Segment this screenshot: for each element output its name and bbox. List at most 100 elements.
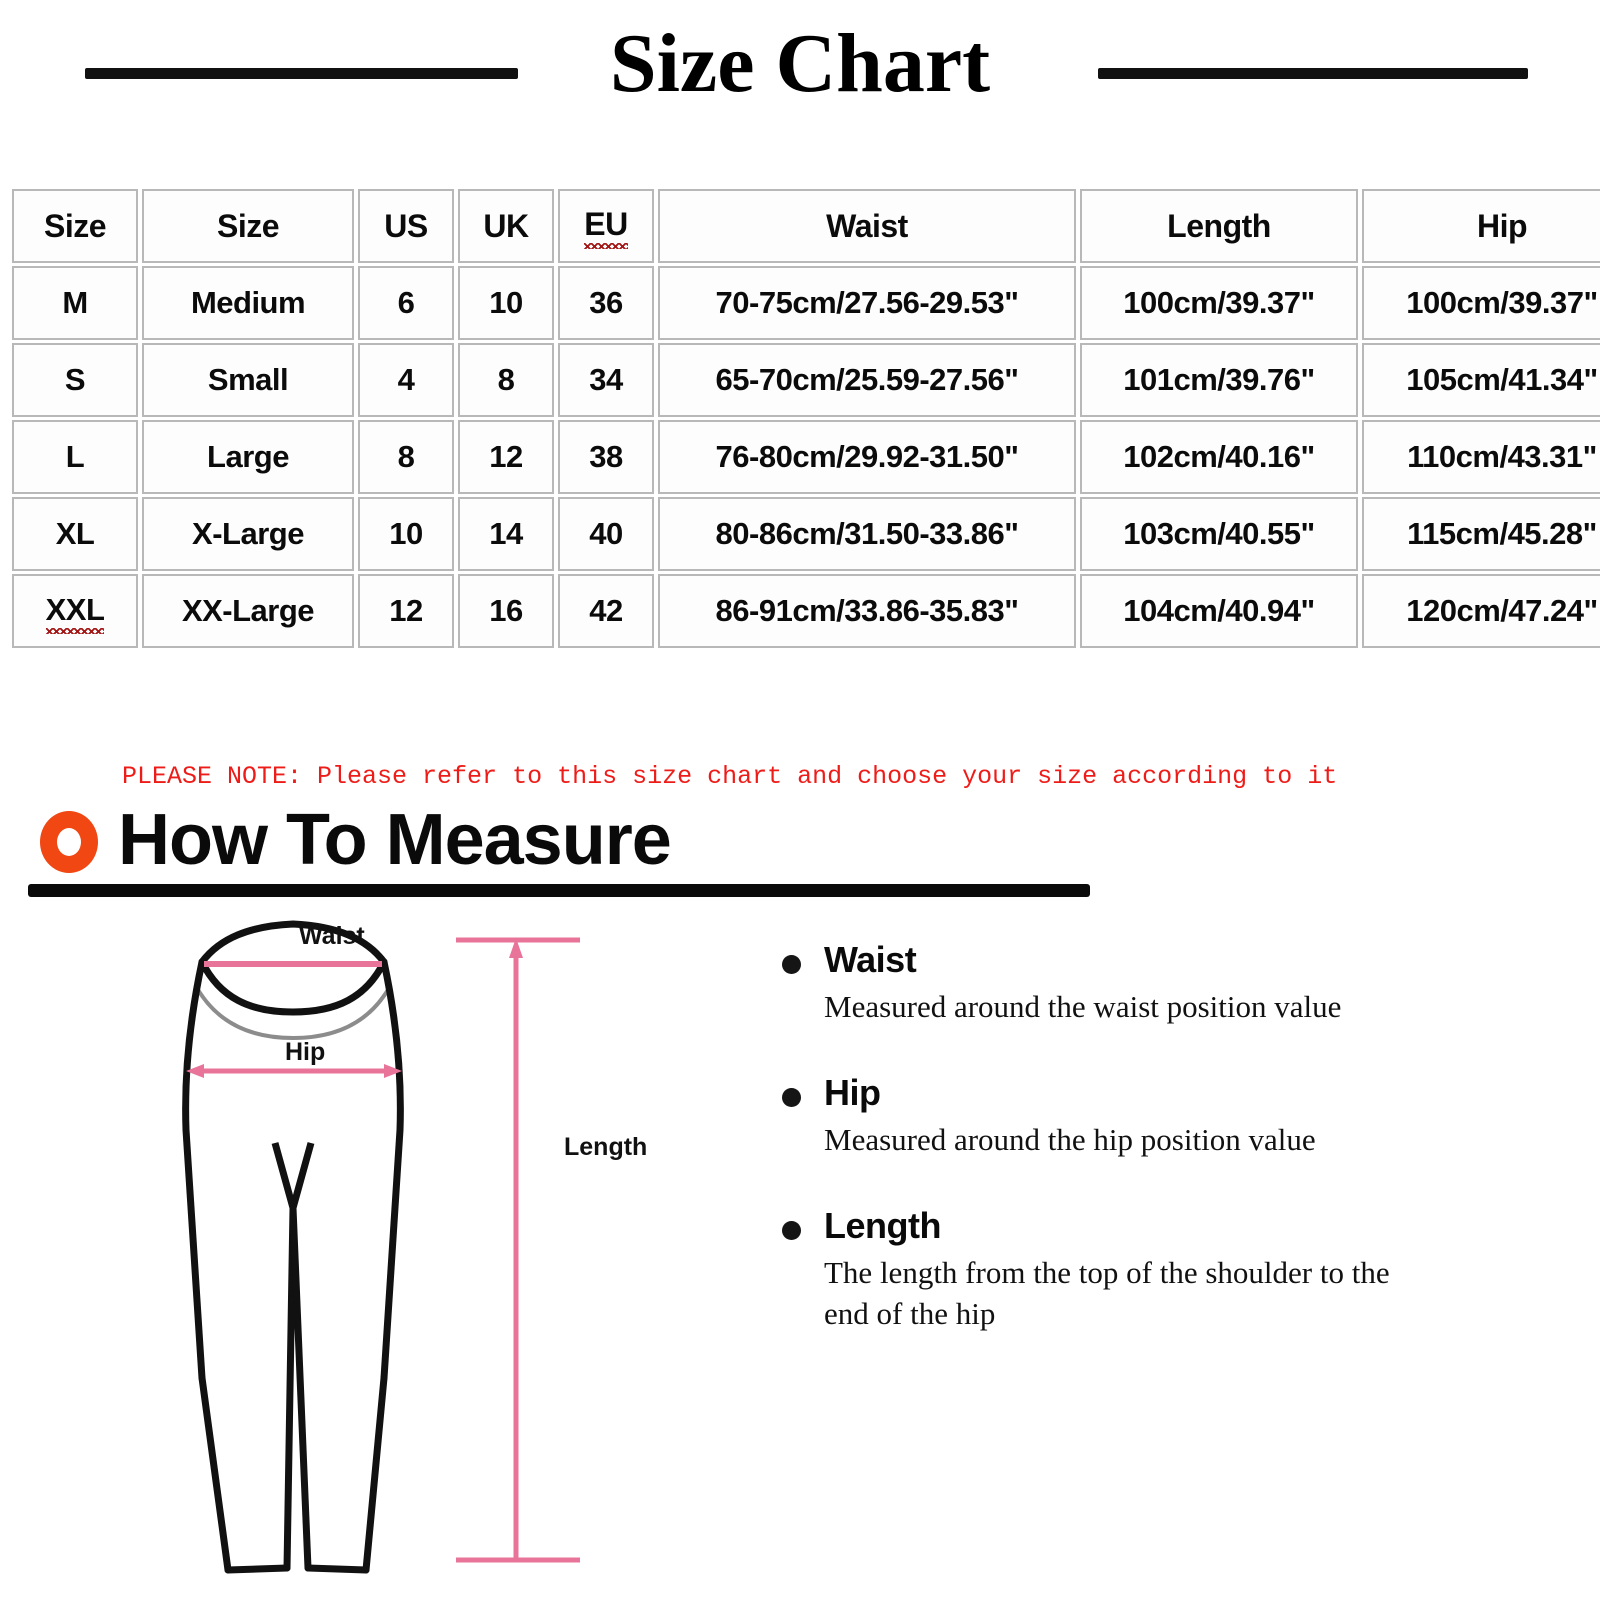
cell-eu: 40 xyxy=(558,497,654,571)
size-chart-table: Size Size US UK EU Waist Length Hip M Me… xyxy=(8,186,1600,651)
cell-waist: 76-80cm/29.92-31.50" xyxy=(658,420,1076,494)
cell-length: 101cm/39.76" xyxy=(1080,343,1358,417)
cell-size-short-text: XXL xyxy=(45,592,105,634)
cell-hip: 120cm/47.24" xyxy=(1362,574,1600,648)
waistband-seam xyxy=(195,986,391,1041)
cell-size-long: Small xyxy=(142,343,354,417)
cell-size-short: L xyxy=(12,420,138,494)
waistband-top-arc xyxy=(198,920,388,966)
title-rule-left xyxy=(85,68,518,79)
measure-desc-length: The length from the top of the shoulder … xyxy=(824,1255,1390,1331)
table-header: Size Size US UK EU Waist Length Hip xyxy=(12,189,1600,263)
table-body: M Medium 6 10 36 70-75cm/27.56-29.53" 10… xyxy=(12,266,1600,648)
cell-uk: 12 xyxy=(458,420,554,494)
cell-size-short: S xyxy=(12,343,138,417)
header-size-long: Size xyxy=(142,189,354,263)
inner-right-leg xyxy=(289,1204,312,1572)
page-title: Size Chart xyxy=(609,17,991,110)
waistband-bottom-arc xyxy=(198,958,388,1016)
cell-waist: 65-70cm/25.59-27.56" xyxy=(658,343,1076,417)
right-hem xyxy=(304,1564,370,1574)
cell-hip: 100cm/39.37" xyxy=(1362,266,1600,340)
header-size-short: Size xyxy=(12,189,138,263)
diagram-label-hip: Hip xyxy=(285,1038,326,1066)
measure-list: Waist Measured around the waist position… xyxy=(782,938,1482,1378)
table-row: L Large 8 12 38 76-80cm/29.92-31.50" 102… xyxy=(12,420,1600,494)
left-side-seam xyxy=(182,958,206,1382)
ring-icon xyxy=(40,811,98,873)
measure-desc-hip: Measured around the hip position value xyxy=(824,1122,1316,1157)
length-arrow-top xyxy=(509,938,523,958)
cell-waist: 70-75cm/27.56-29.53" xyxy=(658,266,1076,340)
right-side-seam xyxy=(380,958,404,1382)
bullet-icon xyxy=(782,955,801,974)
measure-title-hip: Hip xyxy=(824,1072,881,1113)
cell-size-short: XXL xyxy=(12,574,138,648)
cell-length: 102cm/40.16" xyxy=(1080,420,1358,494)
pants-illustration-svg xyxy=(182,920,580,1574)
diagram-label-waist: Waist xyxy=(299,922,365,950)
bullet-icon xyxy=(782,1088,801,1107)
cell-hip: 115cm/45.28" xyxy=(1362,497,1600,571)
cell-length: 104cm/40.94" xyxy=(1080,574,1358,648)
cell-size-long: XX-Large xyxy=(142,574,354,648)
crotch-notch xyxy=(271,1142,315,1212)
cell-eu: 42 xyxy=(558,574,654,648)
table-row: XL X-Large 10 14 40 80-86cm/31.50-33.86"… xyxy=(12,497,1600,571)
cell-uk: 8 xyxy=(458,343,554,417)
diagram-label-length: Length xyxy=(564,1133,648,1161)
measure-item-hip: Hip Measured around the hip position val… xyxy=(782,1071,1482,1160)
cell-length: 100cm/39.37" xyxy=(1080,266,1358,340)
cell-us: 4 xyxy=(358,343,454,417)
measure-item-waist: Waist Measured around the waist position… xyxy=(782,938,1482,1027)
table-row: XXL XX-Large 12 16 42 86-91cm/33.86-35.8… xyxy=(12,574,1600,648)
title-band: Size Chart xyxy=(0,12,1600,122)
header-length: Length xyxy=(1080,189,1358,263)
header-us: US xyxy=(358,189,454,263)
how-to-measure-rule xyxy=(28,884,1090,897)
header-waist: Waist xyxy=(658,189,1076,263)
measure-title-length: Length xyxy=(824,1205,941,1246)
cell-eu: 34 xyxy=(558,343,654,417)
cell-uk: 16 xyxy=(458,574,554,648)
cell-us: 12 xyxy=(358,574,454,648)
table-row: S Small 4 8 34 65-70cm/25.59-27.56" 101c… xyxy=(12,343,1600,417)
cell-size-long: Medium xyxy=(142,266,354,340)
cell-waist: 80-86cm/31.50-33.86" xyxy=(658,497,1076,571)
header-eu: EU xyxy=(558,189,654,263)
table-row: M Medium 6 10 36 70-75cm/27.56-29.53" 10… xyxy=(12,266,1600,340)
cell-size-short: XL xyxy=(12,497,138,571)
hip-arrow-right xyxy=(384,1064,402,1078)
cell-size-long: Large xyxy=(142,420,354,494)
cell-us: 6 xyxy=(358,266,454,340)
cell-hip: 110cm/43.31" xyxy=(1362,420,1600,494)
please-note-text: PLEASE NOTE: Please refer to this size c… xyxy=(122,762,1338,791)
cell-uk: 10 xyxy=(458,266,554,340)
cell-us: 10 xyxy=(358,497,454,571)
pants-diagram: Waist Hip Length xyxy=(180,908,650,1598)
cell-size-short: M xyxy=(12,266,138,340)
outer-right-leg xyxy=(362,1374,388,1574)
cell-waist: 86-91cm/33.86-35.83" xyxy=(658,574,1076,648)
cell-length: 103cm/40.55" xyxy=(1080,497,1358,571)
bullet-icon xyxy=(782,1221,801,1240)
left-hem xyxy=(224,1564,291,1574)
header-hip: Hip xyxy=(1362,189,1600,263)
cell-eu: 38 xyxy=(558,420,654,494)
cell-hip: 105cm/41.34" xyxy=(1362,343,1600,417)
measure-desc-waist: Measured around the waist position value xyxy=(824,989,1342,1024)
measure-item-length: Length The length from the top of the sh… xyxy=(782,1204,1482,1334)
cell-size-long: X-Large xyxy=(142,497,354,571)
cell-eu: 36 xyxy=(558,266,654,340)
cell-us: 8 xyxy=(358,420,454,494)
table-header-row: Size Size US UK EU Waist Length Hip xyxy=(12,189,1600,263)
header-uk: UK xyxy=(458,189,554,263)
header-eu-text: EU xyxy=(584,206,628,249)
hip-arrow-left xyxy=(186,1064,204,1078)
title-rule-right xyxy=(1098,68,1528,79)
how-to-measure-heading: How To Measure xyxy=(118,800,672,880)
measure-title-waist: Waist xyxy=(824,939,917,980)
outer-left-leg xyxy=(198,1374,232,1574)
cell-uk: 14 xyxy=(458,497,554,571)
